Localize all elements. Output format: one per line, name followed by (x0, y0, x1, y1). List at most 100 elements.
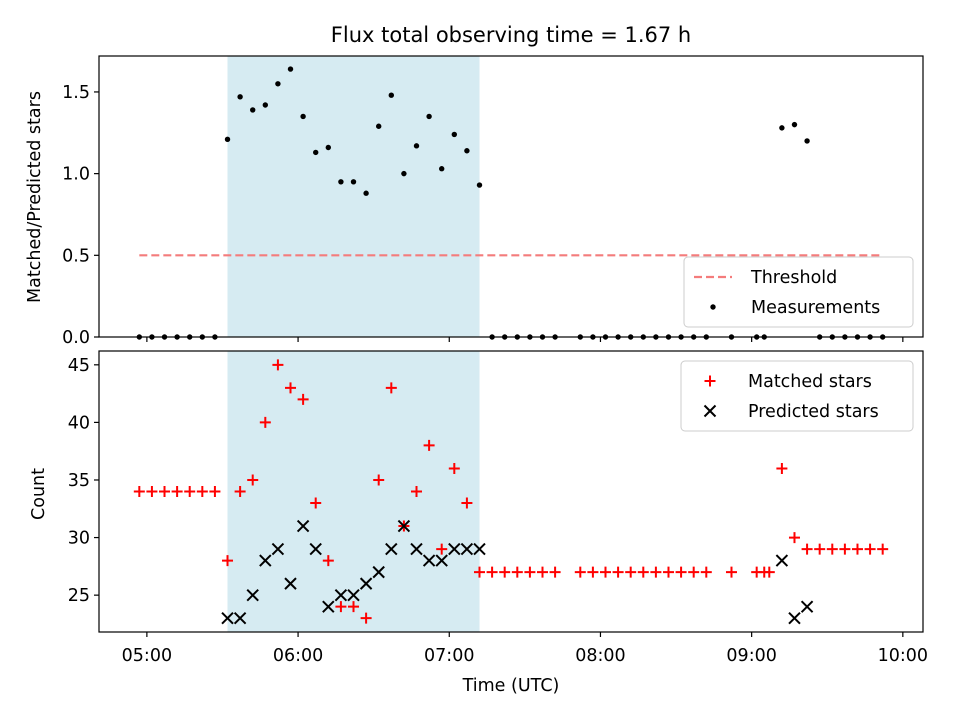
y-tick-label: 30 (68, 529, 90, 549)
measurements-point (413, 143, 420, 149)
measurements-point (376, 123, 382, 129)
top-panel: 0.0 0.5 1.0 1.5 Threshold Measurements (62, 55, 924, 348)
matched-stars-point (662, 566, 674, 578)
matched-stars-point (159, 486, 171, 497)
legend-handle (710, 304, 716, 310)
matched-stars-point (448, 462, 460, 474)
measurements-point (439, 166, 445, 172)
matched-stars-point (587, 566, 599, 578)
predicted-stars-point (448, 542, 461, 556)
legend-label: Threshold (750, 268, 837, 288)
matched-stars-point (297, 393, 309, 405)
axes-frame (98, 350, 924, 633)
top-y-axis-label: Matched/Predicted stars (25, 91, 45, 303)
measurements-point (237, 94, 243, 100)
y-tick-label: 25 (68, 586, 90, 606)
matched-stars-point (385, 382, 397, 394)
legend-handle (703, 404, 717, 418)
matched-stars-point (801, 543, 813, 555)
predicted-stars-point (296, 519, 310, 533)
predicted-stars-point (347, 588, 360, 602)
matched-stars-point (814, 543, 826, 555)
matched-stars-point (360, 612, 372, 624)
matched-stars-point (725, 566, 737, 578)
matched-stars-point (637, 566, 649, 578)
legend: Matched stars Predicted stars (680, 360, 914, 432)
bottom-y-axis-label: Count (29, 468, 49, 520)
predicted-stars-point (221, 611, 234, 625)
matched-stars-point (688, 566, 700, 578)
matched-stars-point (285, 382, 297, 394)
matched-stars-point (272, 359, 284, 371)
predicted-stars-point (435, 554, 448, 567)
y-tick-label: 45 (68, 356, 90, 376)
axes-frame (98, 55, 924, 338)
matched-stars-point (877, 543, 889, 555)
measurements-point (300, 113, 306, 120)
predicted-stars-point (410, 542, 423, 556)
matched-stars-point (675, 566, 687, 578)
predicted-stars-point (271, 542, 285, 556)
matched-stars-point (536, 566, 548, 578)
legend-label: Measurements (751, 298, 880, 318)
legend: Threshold Measurements (683, 256, 914, 328)
shaded-region (227, 351, 480, 632)
x-tick-label: 05:00 (122, 646, 172, 666)
matched-stars-point (171, 486, 183, 497)
predicted-stars-point (309, 542, 322, 556)
predicted-stars-point (788, 611, 801, 625)
x-tick-label: 06:00 (273, 646, 323, 666)
predicted-stars-point (372, 565, 385, 579)
matched-stars-point (612, 566, 624, 578)
matched-stars-point (184, 486, 196, 497)
measurements-point (275, 81, 281, 87)
matched-stars-point (851, 543, 863, 555)
matched-stars-point (788, 532, 800, 544)
measurements-point (224, 136, 231, 143)
matched-stars-point (222, 555, 234, 567)
measurements-point (426, 113, 432, 120)
measurements-point (363, 190, 369, 196)
matched-stars-point (436, 543, 448, 555)
predicted-stars-point (233, 611, 247, 625)
measurements-point (313, 149, 319, 156)
matched-stars-point (411, 486, 423, 497)
predicted-stars-point (284, 577, 297, 590)
measurements-point (338, 179, 344, 185)
matched-stars-point (348, 601, 360, 613)
matched-stars-point (549, 566, 561, 578)
measurements-point (804, 138, 810, 144)
x-tick-label: 10:00 (878, 646, 928, 666)
x-axis-label: Time (UTC) (462, 676, 560, 696)
measurements-point (350, 179, 357, 185)
matched-stars-point (839, 543, 851, 555)
legend-label: Predicted stars (748, 402, 879, 422)
measurements-point (464, 148, 470, 154)
measurements-point (401, 170, 407, 177)
matched-stars-point (146, 486, 158, 497)
measurements-point (779, 125, 785, 131)
matched-stars-point (511, 566, 523, 578)
predicted-stars-point (775, 554, 789, 567)
matched-stars-point (486, 566, 498, 578)
predicted-stars-point (246, 588, 259, 602)
predicted-stars-point (397, 519, 411, 533)
y-tick-label: 0.0 (62, 328, 90, 348)
legend-box (683, 256, 914, 328)
y-tick-label: 40 (68, 413, 90, 433)
matched-stars-point (310, 497, 322, 509)
measurements-point (451, 131, 458, 138)
predicted-stars-point (422, 554, 436, 567)
predicted-stars-point (800, 600, 814, 613)
y-tick-label: 0.5 (62, 246, 90, 266)
legend-box (680, 360, 914, 432)
y-tick-label: 1.5 (62, 83, 90, 103)
matched-stars-point (864, 543, 876, 555)
matched-stars-point (247, 474, 259, 486)
x-tick-label: 07:00 (424, 646, 474, 666)
measurements-point (325, 144, 332, 151)
matched-stars-point (373, 474, 385, 486)
x-tick-label: 08:00 (575, 646, 625, 666)
chart-title: Flux total observing time = 1.67 h (331, 23, 691, 47)
